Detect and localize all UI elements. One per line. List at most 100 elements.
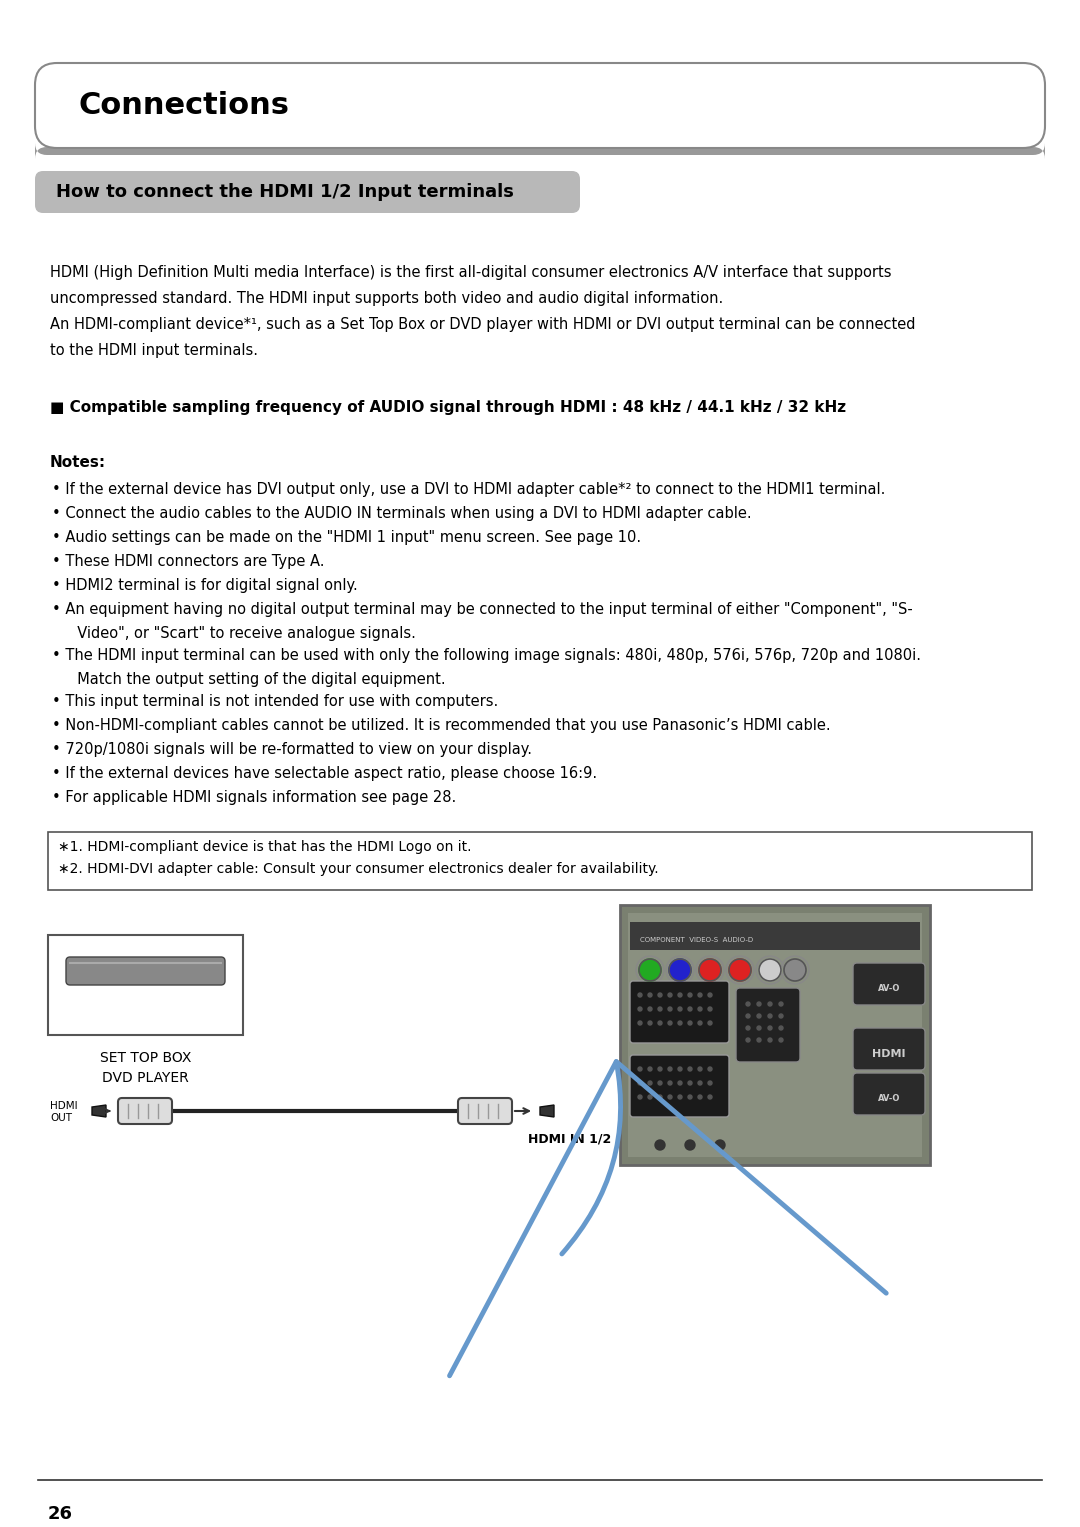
Circle shape <box>648 993 652 997</box>
Circle shape <box>688 1022 692 1025</box>
Circle shape <box>708 1022 712 1025</box>
FancyBboxPatch shape <box>620 906 930 1165</box>
Text: Match the output setting of the digital equipment.: Match the output setting of the digital … <box>68 672 446 687</box>
Text: SET TOP BOX
DVD PLAYER: SET TOP BOX DVD PLAYER <box>99 1051 191 1084</box>
Text: HDMI IN 1/2: HDMI IN 1/2 <box>528 1133 611 1145</box>
Circle shape <box>708 1081 712 1086</box>
Text: • This input terminal is not intended for use with computers.: • This input terminal is not intended fo… <box>52 693 498 709</box>
Circle shape <box>658 1095 662 1099</box>
FancyBboxPatch shape <box>35 171 580 212</box>
Circle shape <box>698 1081 702 1086</box>
Text: HDMI
OUT: HDMI OUT <box>50 1101 78 1124</box>
FancyBboxPatch shape <box>458 1098 512 1124</box>
Text: ∗1. HDMI-compliant device is that has the HDMI Logo on it.: ∗1. HDMI-compliant device is that has th… <box>58 840 472 854</box>
Circle shape <box>688 1067 692 1070</box>
Circle shape <box>638 1006 642 1011</box>
Circle shape <box>669 1006 672 1011</box>
Text: AV-O: AV-O <box>878 983 901 993</box>
FancyBboxPatch shape <box>35 63 1045 148</box>
Circle shape <box>759 959 781 980</box>
Text: • Audio settings can be made on the "HDMI 1 input" menu screen. See page 10.: • Audio settings can be made on the "HDM… <box>52 530 642 545</box>
Circle shape <box>698 1006 702 1011</box>
Circle shape <box>784 959 806 980</box>
Circle shape <box>779 1038 783 1041</box>
Circle shape <box>779 1026 783 1031</box>
Text: Connections: Connections <box>78 90 289 119</box>
Circle shape <box>746 1038 750 1041</box>
Text: COMPONENT  VIDEO-S  AUDIO-D: COMPONENT VIDEO-S AUDIO-D <box>640 938 753 944</box>
Polygon shape <box>92 1106 106 1116</box>
Circle shape <box>729 959 751 980</box>
Text: • Non-HDMI-compliant cables cannot be utilized. It is recommended that you use P: • Non-HDMI-compliant cables cannot be ut… <box>52 718 831 733</box>
Circle shape <box>669 1067 672 1070</box>
Circle shape <box>638 993 642 997</box>
FancyBboxPatch shape <box>118 1098 172 1124</box>
Circle shape <box>669 993 672 997</box>
Polygon shape <box>540 1106 554 1116</box>
Circle shape <box>638 1081 642 1086</box>
Circle shape <box>708 1095 712 1099</box>
FancyBboxPatch shape <box>630 1055 729 1116</box>
Circle shape <box>708 1006 712 1011</box>
Circle shape <box>688 993 692 997</box>
Circle shape <box>746 1014 750 1019</box>
Text: • For applicable HDMI signals information see page 28.: • For applicable HDMI signals informatio… <box>52 789 456 805</box>
Circle shape <box>638 1067 642 1070</box>
Circle shape <box>708 1067 712 1070</box>
FancyBboxPatch shape <box>853 1073 924 1115</box>
Circle shape <box>658 1006 662 1011</box>
Text: 26: 26 <box>48 1506 73 1522</box>
Circle shape <box>639 959 661 980</box>
Text: An HDMI-compliant device*¹, such as a Set Top Box or DVD player with HDMI or DVI: An HDMI-compliant device*¹, such as a Se… <box>50 318 916 331</box>
Text: ■ Compatible sampling frequency of AUDIO signal through HDMI : 48 kHz / 44.1 kHz: ■ Compatible sampling frequency of AUDIO… <box>50 400 846 415</box>
Text: HDMI: HDMI <box>873 1049 906 1060</box>
Circle shape <box>638 1095 642 1099</box>
FancyBboxPatch shape <box>48 832 1032 890</box>
Circle shape <box>658 1067 662 1070</box>
Circle shape <box>658 1022 662 1025</box>
Circle shape <box>746 1026 750 1031</box>
Text: • If the external device has DVI output only, use a DVI to HDMI adapter cable*² : • If the external device has DVI output … <box>52 483 886 496</box>
Circle shape <box>768 1014 772 1019</box>
Circle shape <box>648 1022 652 1025</box>
Text: Notes:: Notes: <box>50 455 106 470</box>
FancyBboxPatch shape <box>630 980 729 1043</box>
Circle shape <box>648 1081 652 1086</box>
Circle shape <box>757 1038 761 1041</box>
Circle shape <box>698 1067 702 1070</box>
Circle shape <box>648 1095 652 1099</box>
Circle shape <box>678 1095 681 1099</box>
Circle shape <box>678 1006 681 1011</box>
Text: HDMI (High Definition Multi media Interface) is the first all-digital consumer e: HDMI (High Definition Multi media Interf… <box>50 266 891 279</box>
Circle shape <box>715 1141 725 1150</box>
Circle shape <box>698 993 702 997</box>
Circle shape <box>746 1002 750 1006</box>
Text: • If the external devices have selectable aspect ratio, please choose 16:9.: • If the external devices have selectabl… <box>52 767 597 780</box>
FancyBboxPatch shape <box>853 1028 924 1070</box>
Circle shape <box>678 1081 681 1086</box>
Text: • 720p/1080i signals will be re-formatted to view on your display.: • 720p/1080i signals will be re-formatte… <box>52 742 532 757</box>
Circle shape <box>779 1014 783 1019</box>
Circle shape <box>768 1002 772 1006</box>
Circle shape <box>648 1006 652 1011</box>
Circle shape <box>638 1022 642 1025</box>
Text: • HDMI2 terminal is for digital signal only.: • HDMI2 terminal is for digital signal o… <box>52 579 357 592</box>
Circle shape <box>757 1014 761 1019</box>
Circle shape <box>648 1067 652 1070</box>
Text: to the HDMI input terminals.: to the HDMI input terminals. <box>50 344 258 357</box>
FancyBboxPatch shape <box>627 913 922 1157</box>
Text: uncompressed standard. The HDMI input supports both video and audio digital info: uncompressed standard. The HDMI input su… <box>50 292 724 305</box>
FancyBboxPatch shape <box>66 957 225 985</box>
Circle shape <box>768 1026 772 1031</box>
Circle shape <box>708 993 712 997</box>
Circle shape <box>658 1081 662 1086</box>
FancyBboxPatch shape <box>35 144 1045 159</box>
FancyBboxPatch shape <box>630 922 920 950</box>
Circle shape <box>779 1002 783 1006</box>
Text: • An equipment having no digital output terminal may be connected to the input t: • An equipment having no digital output … <box>52 602 913 617</box>
Circle shape <box>688 1081 692 1086</box>
Circle shape <box>654 1141 665 1150</box>
Circle shape <box>678 1022 681 1025</box>
Text: How to connect the HDMI 1/2 Input terminals: How to connect the HDMI 1/2 Input termin… <box>56 183 514 202</box>
Circle shape <box>698 1095 702 1099</box>
